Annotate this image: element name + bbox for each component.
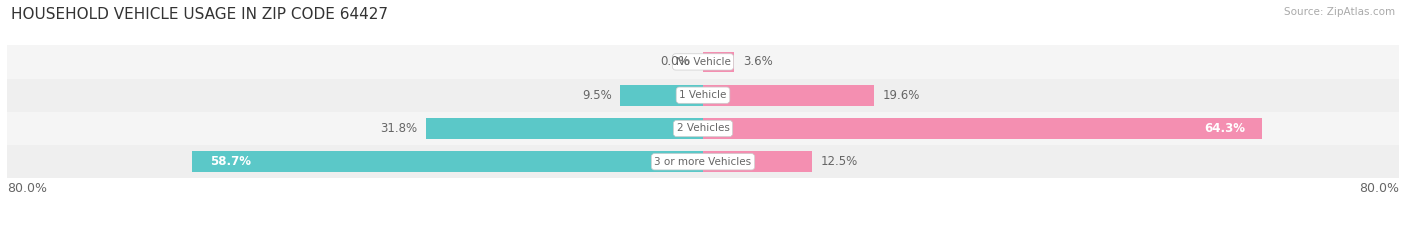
Text: 0.0%: 0.0% <box>661 55 690 69</box>
Text: 31.8%: 31.8% <box>381 122 418 135</box>
Text: 80.0%: 80.0% <box>1360 182 1399 195</box>
Text: 3 or more Vehicles: 3 or more Vehicles <box>654 157 752 167</box>
Bar <box>703 85 873 106</box>
Bar <box>703 118 1263 139</box>
Bar <box>703 51 734 72</box>
Text: No Vehicle: No Vehicle <box>675 57 731 67</box>
Text: 80.0%: 80.0% <box>7 182 46 195</box>
Text: Source: ZipAtlas.com: Source: ZipAtlas.com <box>1284 7 1395 17</box>
Bar <box>7 145 1399 178</box>
Bar <box>620 85 703 106</box>
Text: 19.6%: 19.6% <box>882 89 920 102</box>
Text: 12.5%: 12.5% <box>821 155 858 168</box>
Bar <box>7 112 1399 145</box>
Text: 58.7%: 58.7% <box>209 155 250 168</box>
Text: 2 Vehicles: 2 Vehicles <box>676 123 730 134</box>
Text: HOUSEHOLD VEHICLE USAGE IN ZIP CODE 64427: HOUSEHOLD VEHICLE USAGE IN ZIP CODE 6442… <box>11 7 388 22</box>
Bar <box>193 151 703 172</box>
Bar <box>426 118 703 139</box>
Text: 1 Vehicle: 1 Vehicle <box>679 90 727 100</box>
Text: 9.5%: 9.5% <box>582 89 612 102</box>
Text: 64.3%: 64.3% <box>1204 122 1244 135</box>
Text: 3.6%: 3.6% <box>742 55 773 69</box>
Bar <box>7 79 1399 112</box>
Bar <box>7 45 1399 79</box>
Bar <box>703 151 811 172</box>
